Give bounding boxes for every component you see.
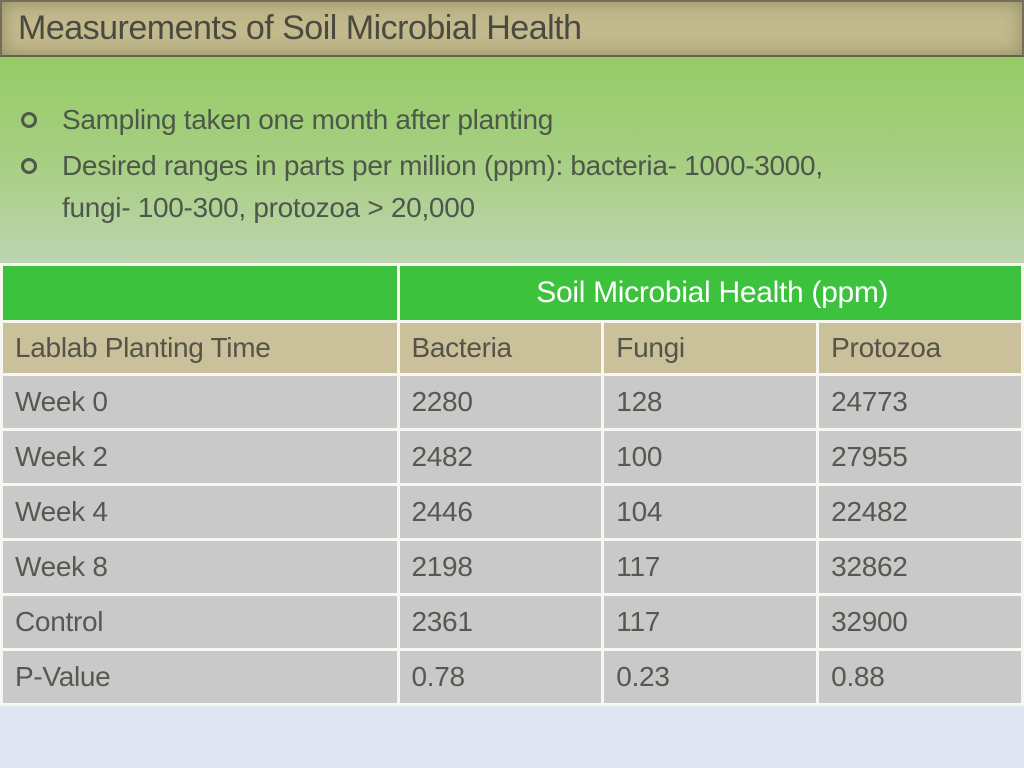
- bullet-line-1: Desired ranges in parts per million (ppm…: [62, 150, 823, 181]
- table-row: Week 8 2198 117 32862: [3, 541, 1021, 593]
- table-row: Control 2361 117 32900: [3, 596, 1021, 648]
- circle-outline-icon: [21, 158, 37, 174]
- table-cell: 0.23: [604, 651, 817, 703]
- row-label: Control: [3, 596, 397, 648]
- bullet-item: Sampling taken one month after planting: [18, 99, 994, 141]
- slide-title: Measurements of Soil Microbial Health: [18, 9, 582, 47]
- column-header-planting-time: Lablab Planting Time: [3, 323, 397, 373]
- soil-health-table: Soil Microbial Health (ppm) Lablab Plant…: [0, 263, 1024, 706]
- row-label: Week 2: [3, 431, 397, 483]
- table-cell: 117: [604, 541, 817, 593]
- table-cell: 2482: [399, 431, 602, 483]
- table-cell: 0.78: [399, 651, 602, 703]
- bullet-text: Desired ranges in parts per million (ppm…: [62, 145, 823, 229]
- bullet-item: Desired ranges in parts per million (ppm…: [18, 145, 994, 229]
- table-column-header-row: Lablab Planting Time Bacteria Fungi Prot…: [3, 323, 1021, 373]
- bullet-text: Sampling taken one month after planting: [62, 104, 554, 135]
- table-row: Week 2 2482 100 27955: [3, 431, 1021, 483]
- table-cell: 2198: [399, 541, 602, 593]
- table-cell: 32862: [819, 541, 1021, 593]
- table-cell: 128: [604, 376, 817, 428]
- table-row: P-Value 0.78 0.23 0.88: [3, 651, 1021, 703]
- table-row: Week 0 2280 128 24773: [3, 376, 1021, 428]
- column-header-fungi: Fungi: [604, 323, 817, 373]
- column-header-bacteria: Bacteria: [399, 323, 602, 373]
- row-label: Week 0: [3, 376, 397, 428]
- bullet-list: Sampling taken one month after planting …: [18, 99, 994, 229]
- table-cell: 2361: [399, 596, 602, 648]
- slide-title-bar: Measurements of Soil Microbial Health: [0, 0, 1024, 57]
- table-cell: 22482: [819, 486, 1021, 538]
- column-header-protozoa: Protozoa: [819, 323, 1021, 373]
- circle-outline-icon: [21, 112, 37, 128]
- table-cell: 32900: [819, 596, 1021, 648]
- table-cell: 0.88: [819, 651, 1021, 703]
- table-group-header-row: Soil Microbial Health (ppm): [3, 266, 1021, 320]
- footer-strip: [0, 706, 1024, 768]
- row-label: P-Value: [3, 651, 397, 703]
- row-label: Week 8: [3, 541, 397, 593]
- table-cell: 100: [604, 431, 817, 483]
- slide-body: Sampling taken one month after planting …: [0, 57, 1024, 263]
- row-label: Week 4: [3, 486, 397, 538]
- table-cell: 104: [604, 486, 817, 538]
- table-cell: 27955: [819, 431, 1021, 483]
- bullet-line-2: fungi- 100-300, protozoa > 20,000: [62, 192, 475, 223]
- table-cell: 2446: [399, 486, 602, 538]
- empty-header-cell: [3, 266, 397, 320]
- table-cell: 24773: [819, 376, 1021, 428]
- table-cell: 2280: [399, 376, 602, 428]
- table-cell: 117: [604, 596, 817, 648]
- table-row: Week 4 2446 104 22482: [3, 486, 1021, 538]
- group-header-cell: Soil Microbial Health (ppm): [399, 266, 1021, 320]
